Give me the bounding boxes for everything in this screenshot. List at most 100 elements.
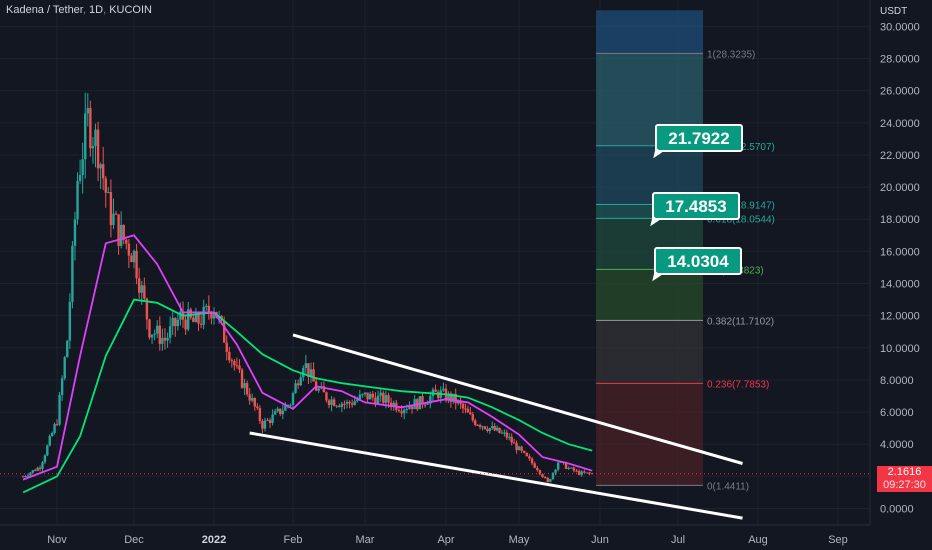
target-callout-2[interactable]: 17.4853 — [652, 192, 740, 220]
candle-body — [145, 298, 149, 320]
price-tick-label: 26.0000 — [880, 86, 920, 98]
candle-body — [309, 369, 313, 378]
candle-body — [512, 442, 516, 444]
price-tick-label: 14.0000 — [880, 279, 920, 291]
candle-body — [281, 410, 285, 415]
candle-body — [63, 357, 66, 379]
candle-body — [189, 309, 192, 318]
price-tick-label: 8.0000 — [880, 375, 914, 387]
candle-body — [517, 446, 521, 451]
candle-body — [31, 470, 35, 473]
candle-body — [454, 393, 457, 404]
candle-body — [36, 467, 39, 471]
candle-body — [238, 365, 241, 370]
candle-body — [510, 436, 513, 443]
countdown-timer: 09:27:30 — [883, 479, 926, 491]
candle-body — [554, 469, 557, 473]
price-tick-label: 22.0000 — [880, 150, 920, 162]
candle-body — [89, 108, 92, 149]
target-callout-3[interactable]: 14.0304 — [654, 247, 742, 275]
candle-body — [107, 192, 110, 194]
currency-label: USDT — [880, 6, 907, 17]
time-tick-label: Jul — [671, 534, 685, 546]
candle-body — [176, 319, 180, 327]
price-tick-label: 24.0000 — [880, 118, 920, 130]
candle-body — [273, 411, 277, 415]
candle-body — [379, 392, 382, 396]
candle-body — [466, 408, 470, 413]
candle-body — [53, 424, 56, 434]
candle-body — [94, 129, 97, 147]
candle-body — [330, 399, 333, 406]
fib-level-label: 0.382(11.7102) — [707, 316, 774, 327]
fib-band — [596, 269, 703, 321]
candles-group — [21, 92, 594, 483]
candle-body — [374, 397, 377, 405]
candle-body — [556, 462, 560, 470]
candle-body — [210, 313, 213, 319]
candle-body — [442, 388, 445, 391]
candle-body — [551, 472, 555, 479]
candle-body — [376, 395, 380, 405]
candle-body — [60, 378, 64, 396]
candle-body — [469, 412, 472, 415]
target-callout-1[interactable]: 21.7922 — [655, 124, 743, 152]
candle-body — [276, 408, 279, 412]
time-tick-label: May — [509, 534, 530, 546]
candle-body — [289, 404, 292, 406]
candle-body — [194, 313, 198, 323]
candle-body — [41, 462, 44, 469]
candle-body — [91, 146, 95, 149]
candle-body — [171, 317, 174, 327]
fib-level-label: 0.618(18.0544) — [707, 214, 775, 225]
candle-body — [143, 285, 146, 299]
candle-body — [384, 395, 388, 403]
candle-body — [96, 129, 100, 169]
candle-body — [279, 408, 282, 415]
candle-body — [130, 255, 133, 263]
candle-body — [520, 446, 523, 451]
candle-body — [543, 477, 547, 479]
candle-body — [405, 409, 409, 411]
candle-body — [127, 243, 131, 256]
candle-body — [525, 452, 529, 457]
fib-band — [596, 320, 703, 384]
candle-body — [549, 478, 552, 482]
candle-body — [481, 426, 484, 428]
candle-body — [343, 403, 346, 405]
candle-body — [261, 420, 264, 429]
candle-body — [26, 475, 30, 477]
price-tick-label: 20.0000 — [880, 182, 920, 194]
candle-body — [71, 245, 74, 302]
candle-body — [358, 394, 362, 400]
candle-body — [471, 414, 474, 421]
candle-body — [452, 393, 455, 402]
candle-body — [495, 427, 499, 431]
candle-body — [68, 301, 72, 341]
price-axis-bg — [870, 0, 932, 550]
candle-body — [268, 419, 272, 423]
price-tick-label: 28.0000 — [880, 54, 920, 66]
candle-body — [369, 393, 372, 400]
candle-body — [104, 178, 107, 193]
candle-body — [505, 432, 509, 438]
candle-body — [421, 396, 424, 405]
candle-body — [291, 393, 295, 405]
candle-body — [530, 458, 534, 464]
candle-body — [84, 113, 87, 160]
candle-body — [55, 424, 59, 426]
candle-body — [474, 420, 477, 425]
candle-body — [356, 399, 359, 402]
candle-body — [541, 474, 544, 478]
candle-body — [24, 476, 27, 478]
candle-body — [299, 377, 302, 386]
candle-body — [580, 471, 583, 475]
fib-level-label: 0(1.4411) — [707, 481, 749, 492]
fib-band — [596, 383, 703, 486]
candle-body — [345, 401, 349, 404]
candle-body — [78, 175, 82, 182]
candle-body — [436, 391, 440, 398]
candle-body — [168, 326, 172, 338]
candle-body — [140, 285, 143, 293]
